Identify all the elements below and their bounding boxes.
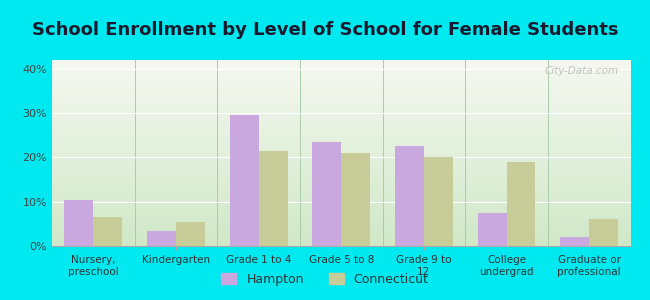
Bar [176, 222, 205, 246]
Bar [312, 142, 341, 246]
Bar [589, 219, 618, 246]
Bar [341, 153, 370, 246]
Bar [506, 162, 536, 246]
Bar [229, 116, 259, 246]
Text: City-Data.com: City-Data.com [545, 66, 619, 76]
Bar [64, 200, 94, 246]
Text: School Enrollment by Level of School for Female Students: School Enrollment by Level of School for… [32, 21, 618, 39]
Bar [560, 237, 589, 246]
Bar [147, 230, 176, 246]
Bar [478, 213, 506, 246]
Legend: Hampton, Connecticut: Hampton, Connecticut [216, 268, 434, 291]
Bar [94, 217, 122, 246]
Bar [259, 151, 287, 246]
Bar [395, 146, 424, 246]
Bar [424, 158, 453, 246]
